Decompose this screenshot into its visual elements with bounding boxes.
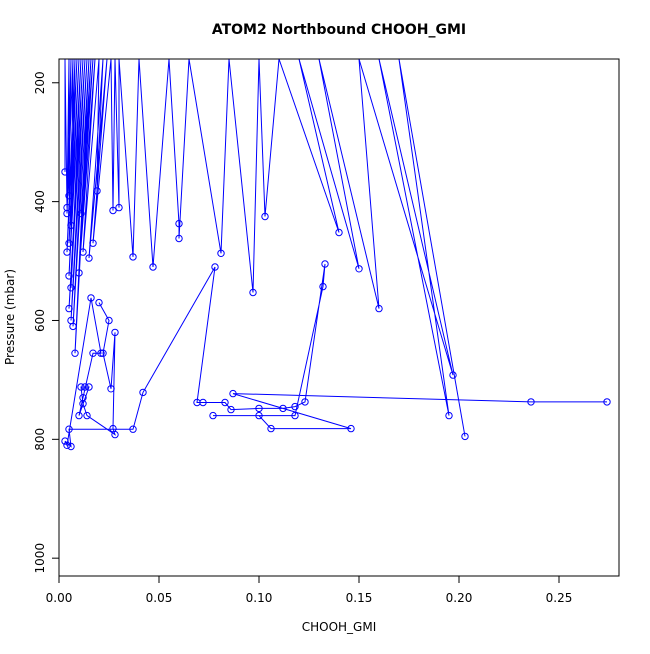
x-tick-label: 0.10	[246, 591, 273, 605]
data-point	[69, 322, 77, 331]
data-point	[261, 212, 269, 221]
data-point	[355, 265, 363, 273]
data-point	[199, 398, 207, 407]
data-point	[75, 269, 83, 277]
data-point	[129, 253, 137, 261]
data-point	[63, 248, 71, 256]
data-point	[249, 288, 257, 297]
y-tick-label: 400	[33, 190, 47, 213]
data-point	[67, 284, 75, 292]
data-point	[81, 383, 89, 391]
y-tick-label: 600	[33, 309, 47, 332]
data-point	[129, 425, 137, 433]
data-point	[89, 239, 97, 247]
data-point	[75, 411, 83, 420]
x-tick-label: 0.20	[446, 591, 473, 605]
data-point	[83, 411, 91, 420]
data-point	[95, 298, 103, 307]
data-point	[375, 304, 383, 313]
data-point	[111, 328, 119, 337]
y-axis-label: Pressure (mbar)	[3, 269, 17, 365]
data-point	[63, 209, 71, 218]
data-point	[175, 219, 183, 228]
data-point	[105, 316, 113, 325]
x-tick-label: 0.05	[146, 591, 173, 605]
data-point	[67, 442, 75, 451]
data-point	[111, 430, 119, 439]
data-point	[65, 272, 73, 280]
data-point	[107, 385, 115, 393]
x-tick-label: 0.25	[546, 591, 573, 605]
data-point	[527, 398, 535, 406]
y-tick-label: 800	[33, 428, 47, 451]
data-point	[449, 371, 457, 379]
x-tick-label: 0.00	[46, 591, 73, 605]
data-point	[221, 398, 229, 407]
data-point	[347, 424, 355, 433]
data-point	[77, 209, 85, 218]
chart-title: ATOM2 Northbound CHOOH_GMI	[212, 22, 466, 38]
data-point	[65, 304, 73, 313]
data-point	[217, 249, 225, 258]
data-point	[301, 398, 309, 406]
data-point	[61, 168, 69, 176]
data-point	[279, 404, 287, 413]
y-axis: 200 400 600 800 1000	[33, 71, 60, 574]
data-point	[335, 228, 343, 237]
data-point	[109, 206, 117, 215]
data-point	[87, 294, 95, 302]
data-point	[255, 411, 263, 420]
data-point	[65, 239, 73, 247]
x-axis: 0.00 0.05 0.10 0.15 0.20 0.25	[46, 575, 573, 605]
data-point	[149, 263, 157, 271]
data-point	[97, 349, 105, 357]
data-point	[211, 263, 219, 271]
data-point	[291, 402, 299, 411]
x-axis-label: CHOOH_GMI	[302, 620, 377, 634]
data-point	[139, 388, 147, 397]
data-point	[89, 349, 97, 357]
data-point	[461, 432, 469, 441]
data-point	[115, 203, 123, 212]
data-point	[291, 411, 299, 420]
data-point	[175, 234, 183, 243]
series-line-1	[64, 59, 466, 437]
y-tick-label: 1000	[33, 543, 47, 574]
data-point	[85, 383, 93, 391]
data-point	[267, 424, 275, 433]
data-point	[85, 254, 93, 262]
data-point	[209, 411, 217, 420]
data-point	[321, 260, 329, 268]
data-point	[79, 394, 87, 402]
data-point	[79, 248, 87, 256]
data-point	[67, 221, 75, 230]
data-point	[229, 389, 237, 398]
data-point	[63, 203, 71, 212]
data-point	[71, 349, 79, 357]
data-point	[93, 187, 101, 195]
x-tick-label: 0.15	[346, 591, 373, 605]
series-group	[61, 59, 611, 451]
plot-area	[61, 59, 611, 451]
data-point	[65, 192, 73, 200]
data-point	[63, 441, 71, 449]
y-tick-label: 200	[33, 71, 47, 94]
data-point	[255, 404, 263, 413]
data-point	[61, 437, 69, 445]
data-point	[445, 411, 453, 420]
data-point	[99, 349, 107, 357]
series-line-2	[64, 263, 607, 448]
data-point	[227, 405, 235, 414]
data-point	[603, 398, 611, 406]
data-point	[319, 282, 327, 291]
data-point	[65, 425, 73, 433]
data-point	[77, 383, 85, 391]
